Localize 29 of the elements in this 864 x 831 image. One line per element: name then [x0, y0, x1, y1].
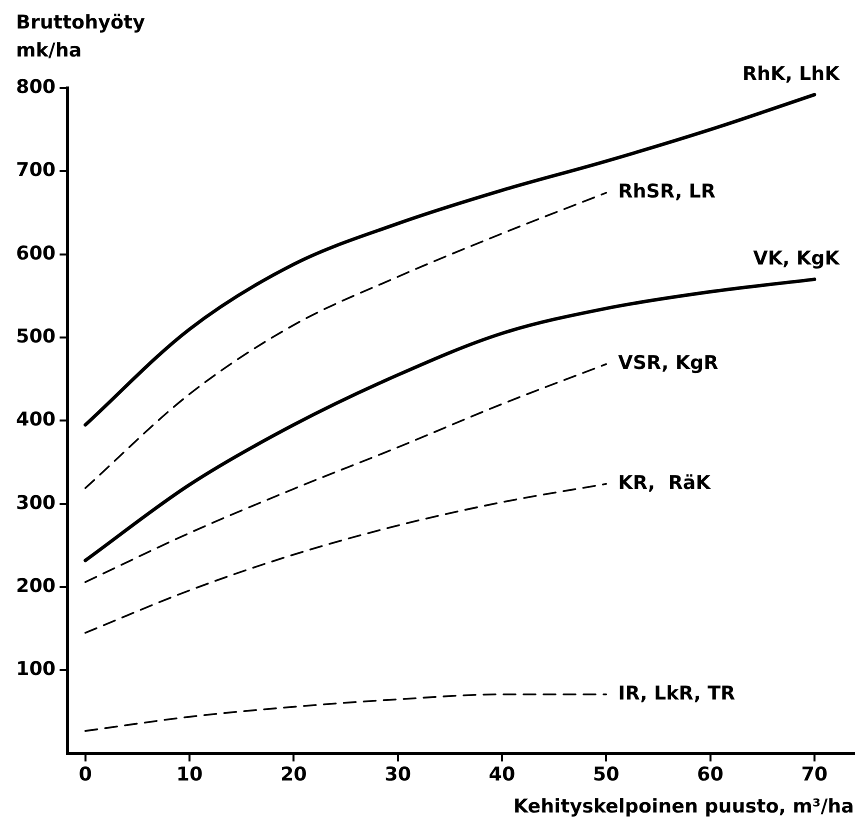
x-tick-label: 30	[384, 764, 412, 786]
line-series	[84, 192, 608, 489]
line-series	[84, 363, 608, 583]
series-label: KR, RäK	[618, 472, 712, 494]
y-tick-label: 500	[16, 325, 56, 348]
x-tick-label: 0	[78, 764, 92, 786]
y-tick-label: 200	[16, 574, 56, 597]
x-tick-label: 20	[280, 764, 307, 786]
line-series	[84, 483, 608, 634]
y-tick-label: 600	[16, 242, 56, 264]
x-tick-label: 70	[801, 764, 828, 786]
x-axis-title: Kehityskelpoinen puusto, m³/ha	[513, 796, 854, 818]
x-tick-label: 60	[697, 764, 724, 786]
series-label: VK, KgK	[753, 248, 841, 270]
series-label: RhSR, LR	[618, 180, 716, 203]
y-axis-title: Bruttohyöty mk/ha	[16, 11, 146, 62]
y-tick-label: 300	[16, 492, 56, 514]
y-tick-label: 800	[16, 76, 56, 98]
line-series	[84, 278, 816, 562]
y-tick-label: 100	[16, 658, 56, 680]
x-tick-label: 10	[176, 764, 203, 786]
x-tick-label: 40	[488, 764, 516, 786]
y-tick-label: 400	[16, 408, 56, 431]
x-tick-label: 50	[592, 764, 620, 786]
series-label: VSR, KgR	[618, 352, 719, 374]
y-tick-label: 700	[16, 159, 56, 182]
series-label: RhK, LhK	[742, 63, 841, 86]
series-label: IR, LkR, TR	[618, 682, 736, 704]
line-series	[84, 693, 608, 732]
